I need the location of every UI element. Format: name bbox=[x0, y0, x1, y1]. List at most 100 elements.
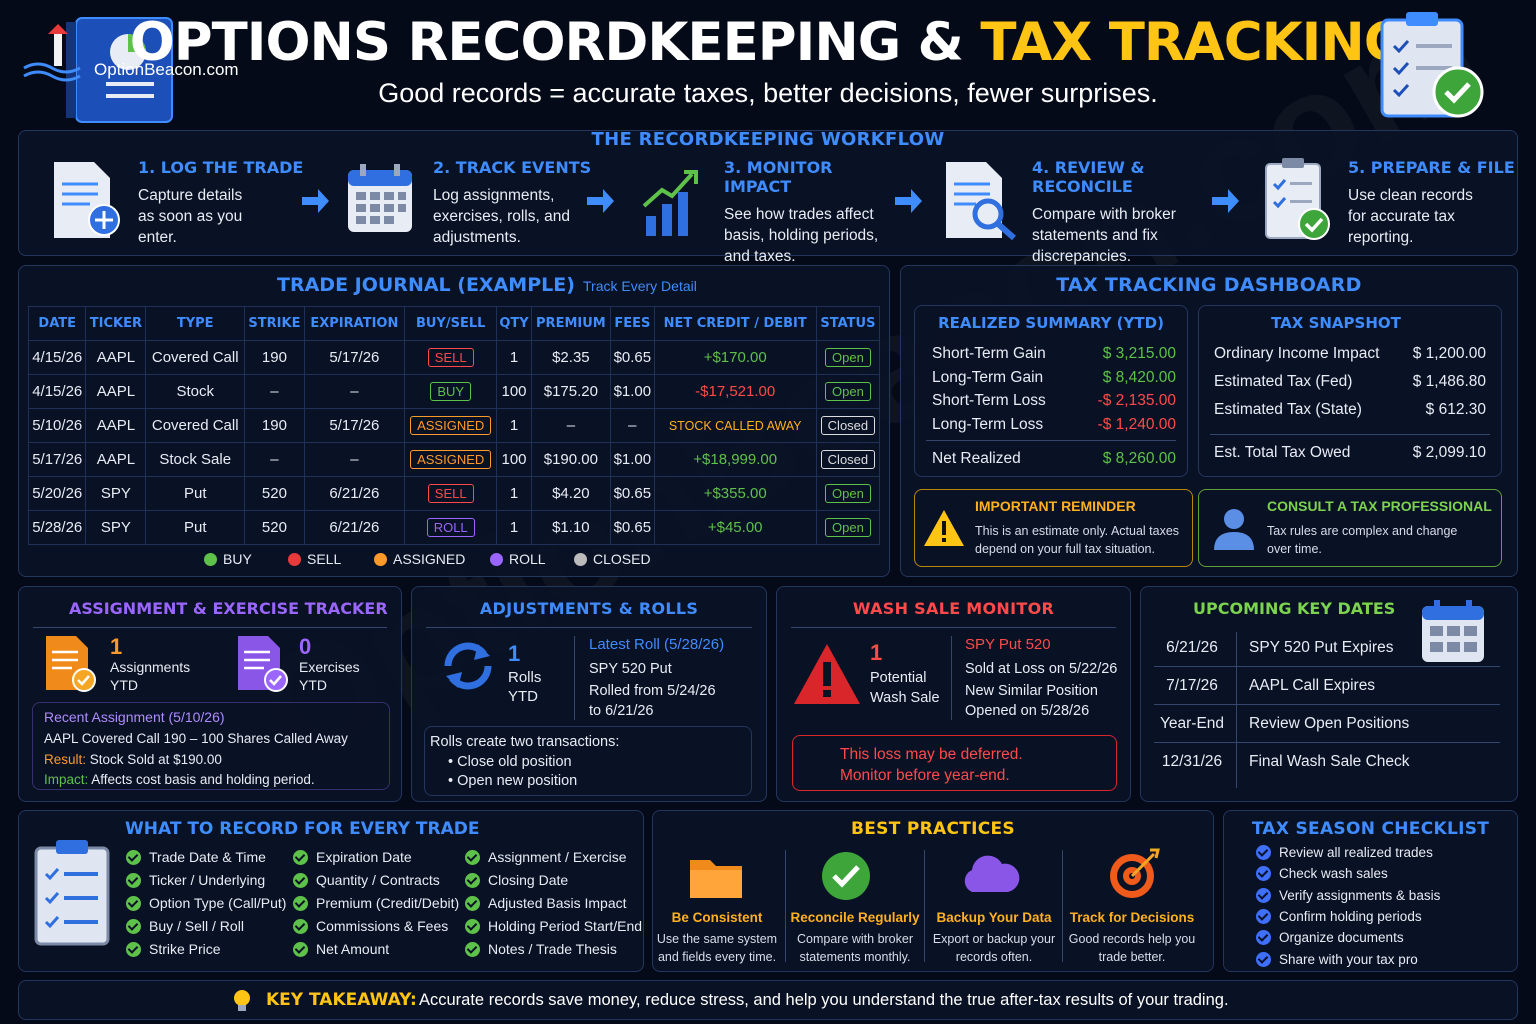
legend-dot bbox=[204, 552, 217, 566]
cell-net: +$170.00 bbox=[653, 340, 817, 375]
total-tax-label: Est. Total Tax Owed bbox=[1214, 444, 1351, 461]
check-icon bbox=[126, 872, 141, 888]
checklist-item[interactable]: Verify assignments & basis bbox=[1256, 887, 1440, 903]
workflow-step-4: 4. REVIEW & RECONCILE Compare with broke… bbox=[1032, 158, 1212, 267]
table-row[interactable]: 5/28/26 SPY Put 520 6/21/26 ROLL 1 $1.10 $0.65 +$… bbox=[27, 510, 881, 545]
cell-date-text: 5/17/26 bbox=[32, 451, 83, 468]
cell-premium-text: $1.10 bbox=[552, 519, 590, 536]
cell-qty-text: 100 bbox=[501, 451, 527, 468]
cell-date: 4/15/26 bbox=[27, 374, 87, 409]
check-icon bbox=[126, 918, 141, 934]
cell-strike-text: 190 bbox=[261, 417, 287, 434]
record-item: Option Type (Call/Put) bbox=[126, 895, 286, 911]
result-line: Result: Stock Sold at $190.00 bbox=[44, 752, 222, 767]
latest-roll-title: Latest Roll (5/28/26) bbox=[589, 636, 725, 653]
check-icon bbox=[126, 941, 141, 957]
exercise-label: Exercises YTD bbox=[299, 659, 360, 693]
cell-fees-text: $1.00 bbox=[613, 383, 652, 400]
record-item: Strike Price bbox=[126, 941, 221, 957]
record-item-text: Buy / Sell / Roll bbox=[149, 918, 244, 934]
cell-fees: $0.65 bbox=[610, 340, 655, 375]
workflow-step-5: 5. PREPARE & FILE Use clean records for … bbox=[1348, 158, 1528, 248]
record-item: Net Amount bbox=[293, 941, 389, 957]
cell-fees-text: $0.65 bbox=[613, 349, 652, 366]
cell-qty: 100 bbox=[496, 442, 532, 477]
record-item-text: Option Type (Call/Put) bbox=[149, 895, 287, 911]
check-icon bbox=[465, 872, 480, 888]
record-item-text: Holding Period Start/End bbox=[488, 918, 643, 934]
legend-dot bbox=[574, 552, 587, 566]
cell-action: BUY bbox=[403, 374, 498, 409]
cell-exp: 6/21/26 bbox=[303, 510, 405, 545]
rolls-count-label: Rolls YTD bbox=[508, 669, 542, 705]
status-badge: Open bbox=[825, 484, 871, 503]
net-amount: +$170.00 bbox=[703, 349, 767, 366]
brand-logo[interactable]: OptionBeacon.com bbox=[18, 12, 258, 124]
action-badge: SELL bbox=[427, 348, 474, 367]
record-item: Quantity / Contracts bbox=[293, 872, 440, 888]
rolls-count: 1 bbox=[508, 641, 521, 666]
wash-title: WASH SALE MONITOR bbox=[852, 599, 1055, 618]
key-dates-title: UPCOMING KEY DATES bbox=[1193, 599, 1396, 618]
table-row[interactable]: 5/17/26 AAPL Stock Sale – – ASSIGNED 100 $190.0… bbox=[27, 442, 881, 477]
record-item-text: Trade Date & Time bbox=[149, 849, 266, 865]
best-practice-item: Track for Decisions Good records help you… bbox=[1065, 910, 1199, 966]
column-header: TICKER bbox=[85, 306, 147, 341]
realized-summary-card bbox=[914, 305, 1188, 477]
recent-assignment-line: AAPL Covered Call 190 – 100 Shares Calle… bbox=[44, 731, 348, 746]
divider bbox=[924, 850, 925, 962]
checklist-item[interactable]: Check wash sales bbox=[1256, 866, 1388, 882]
cell-qty-text: 1 bbox=[509, 417, 519, 434]
table-row[interactable]: 4/15/26 AAPL Stock – – BUY 100 $175.20 $1.00 -$17… bbox=[27, 374, 881, 409]
cell-strike-text: – bbox=[270, 451, 279, 468]
logo-book-icon bbox=[23, 17, 173, 123]
checklist-item[interactable]: Organize documents bbox=[1256, 930, 1404, 946]
table-row[interactable]: 5/20/26 SPY Put 520 6/21/26 SELL 1 $4.20 $0.65 +$… bbox=[27, 476, 881, 511]
rolls-note-card bbox=[424, 726, 752, 796]
table-row[interactable]: 5/10/26 AAPL Covered Call 190 5/17/26 ASSIGNE… bbox=[27, 408, 881, 443]
record-item: Closing Date bbox=[465, 872, 568, 888]
date-cell: Year-End bbox=[1159, 715, 1225, 732]
cell-qty-text: 1 bbox=[509, 349, 519, 366]
cell-strike: 190 bbox=[244, 340, 305, 375]
realized-value: -$ 1,240.00 bbox=[1097, 415, 1176, 433]
cell-fees: – bbox=[610, 408, 655, 443]
total-tax-row: Est. Total Tax Owed $ 2,099.10 bbox=[1214, 444, 1486, 462]
snapshot-row: Estimated Tax (Fed) $ 1,486.80 bbox=[1214, 373, 1486, 391]
net-amount: STOCK CALLED AWAY bbox=[668, 419, 802, 433]
rolls-note-item: • Close old position bbox=[448, 754, 572, 770]
wash-warning-text: This loss may be deferred. Monitor befor… bbox=[840, 746, 1023, 784]
page-subtitle: Good records = accurate taxes, better de… bbox=[378, 78, 1158, 108]
checklist-item[interactable]: Confirm holding periods bbox=[1256, 908, 1422, 924]
warning-icon bbox=[924, 510, 964, 546]
cell-type: Covered Call bbox=[145, 340, 246, 375]
record-item-text: Adjusted Basis Impact bbox=[488, 895, 627, 911]
cell-strike: 520 bbox=[244, 476, 305, 511]
record-item: Ticker / Underlying bbox=[126, 872, 265, 888]
cell-net: +$45.00 bbox=[653, 510, 817, 545]
check-icon bbox=[1256, 908, 1271, 924]
cell-premium: $175.20 bbox=[530, 374, 612, 409]
check-icon bbox=[293, 872, 308, 888]
checklist-item[interactable]: Share with your tax pro bbox=[1256, 951, 1418, 967]
cell-exp-text: 5/17/26 bbox=[329, 417, 380, 434]
record-item-text: Ticker / Underlying bbox=[149, 872, 266, 888]
tax-snapshot-title: TAX SNAPSHOT bbox=[1271, 314, 1401, 332]
workflow-title: THE RECORDKEEPING WORKFLOW bbox=[591, 129, 945, 150]
cell-ticker: AAPL bbox=[85, 340, 147, 375]
record-item-text: Net Amount bbox=[316, 941, 390, 957]
checklist-item[interactable]: Review all realized trades bbox=[1256, 845, 1433, 860]
record-item: Premium (Credit/Debit) bbox=[293, 895, 459, 911]
legend-label: ROLL bbox=[509, 551, 546, 567]
cell-net: +$355.00 bbox=[653, 476, 817, 511]
cell-type-text: Put bbox=[183, 519, 207, 536]
check-icon bbox=[293, 895, 308, 911]
check-icon bbox=[1256, 866, 1271, 882]
legend-dot bbox=[490, 552, 503, 566]
table-row[interactable]: 4/15/26 AAPL Covered Call 190 5/17/26 SELL 1 $2… bbox=[27, 340, 881, 375]
legend-item: SELL bbox=[288, 551, 341, 567]
best-title: BEST PRACTICES bbox=[851, 819, 1015, 839]
snapshot-value: $ 1,486.80 bbox=[1412, 373, 1486, 390]
best-practice-item: Reconcile Regularly Compare with broker s… bbox=[788, 910, 922, 966]
cell-type: Stock Sale bbox=[145, 442, 246, 477]
